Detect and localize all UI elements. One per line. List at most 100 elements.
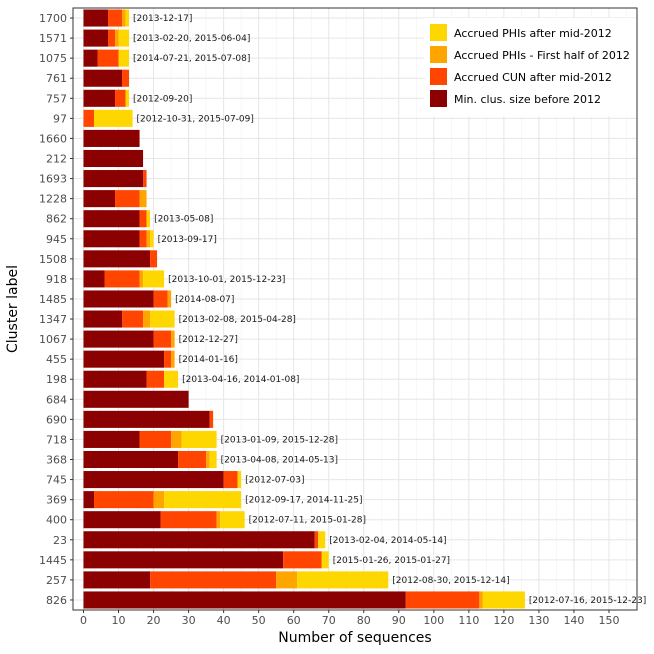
bar-segment bbox=[153, 330, 172, 348]
bar-segment bbox=[220, 511, 245, 529]
y-tick-label: 1508 bbox=[39, 253, 67, 266]
bar-segment bbox=[146, 370, 165, 388]
bar-segment bbox=[237, 471, 242, 489]
y-tick-label: 1485 bbox=[39, 293, 67, 306]
bar-segment bbox=[115, 29, 119, 47]
bar-segment bbox=[150, 571, 277, 589]
bar-segment bbox=[83, 390, 189, 408]
x-tick-label: 110 bbox=[458, 614, 479, 627]
bar-segment bbox=[150, 230, 154, 248]
bar-segment bbox=[171, 330, 175, 348]
y-tick-label: 745 bbox=[46, 474, 67, 487]
bar-segment bbox=[83, 310, 123, 328]
bar-segment bbox=[139, 190, 147, 208]
bar-segment bbox=[283, 551, 322, 569]
bar-segment bbox=[479, 591, 483, 609]
y-tick-label: 757 bbox=[46, 92, 67, 105]
x-tick-label: 140 bbox=[563, 614, 584, 627]
x-tick-label: 90 bbox=[392, 614, 406, 627]
y-tick-label: 761 bbox=[46, 72, 67, 85]
x-tick-label: 40 bbox=[217, 614, 231, 627]
bar-annotation: [2013-04-16, 2014-01-08] bbox=[182, 375, 299, 385]
bar-segment bbox=[118, 49, 130, 67]
bar-segment bbox=[83, 511, 161, 529]
bar-segment bbox=[83, 109, 95, 127]
bar-annotation: [2013-01-09, 2015-12-28] bbox=[221, 435, 338, 445]
legend: Accrued PHIs after mid-2012 Accrued PHIs … bbox=[424, 18, 636, 116]
bar-segment bbox=[314, 531, 319, 549]
bar-segment bbox=[139, 230, 147, 248]
bar-segment bbox=[276, 571, 298, 589]
bar-segment bbox=[83, 9, 109, 27]
legend-box bbox=[424, 18, 636, 116]
bar-segment bbox=[118, 29, 130, 47]
y-tick-label: 1228 bbox=[39, 193, 67, 206]
y-tick-label: 455 bbox=[46, 353, 67, 366]
y-tick-label: 918 bbox=[46, 273, 67, 286]
bar-segment bbox=[83, 330, 154, 348]
bar-segment bbox=[83, 29, 109, 47]
x-tick-label: 50 bbox=[252, 614, 266, 627]
bar-segment bbox=[150, 310, 175, 328]
bar-segment bbox=[83, 370, 147, 388]
bar-segment bbox=[83, 491, 95, 509]
bar-segment bbox=[83, 290, 154, 308]
y-tick-label: 1571 bbox=[39, 32, 67, 45]
bar-segment bbox=[83, 270, 105, 288]
y-tick-label: 1660 bbox=[39, 132, 67, 145]
bar-segment bbox=[83, 190, 116, 208]
bar-annotation: [2013-12-17] bbox=[133, 14, 192, 24]
bar-annotation: [2013-09-17] bbox=[158, 235, 217, 245]
x-tick-label: 0 bbox=[80, 614, 87, 627]
y-tick-label: 368 bbox=[46, 454, 67, 467]
bar-segment bbox=[139, 210, 147, 228]
bar-segment bbox=[83, 410, 210, 428]
y-tick-label: 826 bbox=[46, 594, 67, 607]
bar-segment bbox=[153, 290, 168, 308]
bar-annotation: [2013-02-08, 2015-04-28] bbox=[179, 315, 296, 325]
x-tick-label: 10 bbox=[112, 614, 126, 627]
bar-annotation: [2012-09-20] bbox=[133, 94, 192, 104]
bar-segment bbox=[146, 210, 151, 228]
x-tick-label: 80 bbox=[357, 614, 371, 627]
bar-segment bbox=[83, 430, 140, 448]
bar-segment bbox=[83, 591, 406, 609]
bar-segment bbox=[83, 571, 151, 589]
y-tick-label: 257 bbox=[46, 574, 67, 587]
legend-swatch bbox=[430, 90, 447, 107]
bar-segment bbox=[83, 170, 144, 188]
axes: 1700 1571 1075 761 757 97 1660 212 1693 1228 862 94… bbox=[39, 7, 638, 627]
legend-label: Accrued PHIs - First half of 2012 bbox=[454, 49, 630, 62]
bar-segment bbox=[83, 531, 315, 549]
bar-annotation: [2013-02-04, 2014-05-14] bbox=[329, 536, 446, 546]
bar-segment bbox=[482, 591, 525, 609]
bar-annotation: [2012-09-17, 2014-11-25] bbox=[245, 496, 362, 506]
bar-segment bbox=[181, 430, 217, 448]
bar-annotation: [2014-01-16] bbox=[179, 355, 238, 365]
x-tick-label: 60 bbox=[287, 614, 301, 627]
bar-segment bbox=[83, 471, 224, 489]
bar-segment bbox=[97, 49, 119, 67]
bar-annotation: [2012-07-11, 2015-01-28] bbox=[249, 516, 366, 526]
bar-segment bbox=[143, 170, 147, 188]
y-tick-label: 1347 bbox=[39, 313, 67, 326]
y-tick-label: 690 bbox=[46, 413, 67, 426]
y-tick-label: 1693 bbox=[39, 173, 67, 186]
bar-segment bbox=[171, 430, 182, 448]
bar-segment bbox=[115, 89, 126, 107]
bar-segment bbox=[125, 89, 130, 107]
bar-segment bbox=[143, 270, 165, 288]
bar-segment bbox=[104, 270, 140, 288]
bar-segment bbox=[83, 149, 144, 168]
bar-segment bbox=[178, 450, 207, 469]
x-tick-label: 150 bbox=[598, 614, 619, 627]
bar-segment bbox=[83, 89, 116, 107]
bar-segment bbox=[143, 310, 151, 328]
bar-annotation: [2012-12-27] bbox=[179, 335, 238, 345]
y-tick-label: 212 bbox=[46, 153, 67, 166]
y-tick-label: 369 bbox=[46, 494, 67, 507]
bar-annotation: [2012-07-03] bbox=[245, 476, 304, 486]
bar-segment bbox=[209, 410, 214, 428]
x-tick-label: 100 bbox=[423, 614, 444, 627]
